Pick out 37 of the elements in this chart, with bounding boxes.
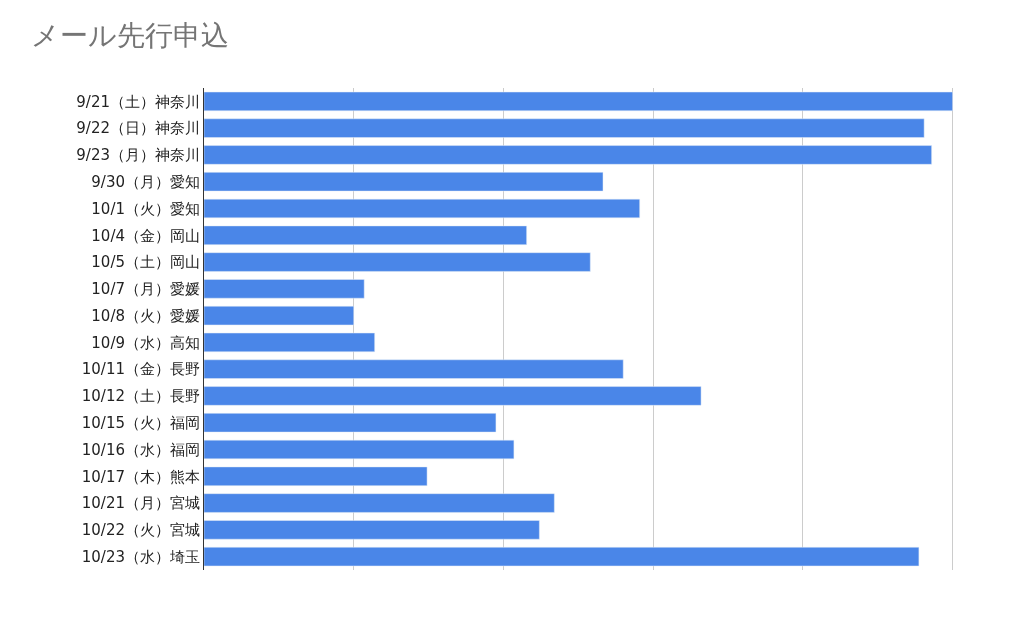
bar bbox=[204, 546, 920, 567]
y-tick-label: 9/23（月）神奈川 bbox=[76, 146, 200, 165]
bar bbox=[204, 252, 591, 272]
y-tick-label: 10/11（金）長野 bbox=[81, 360, 200, 379]
y-tick-label: 10/22（火）宮城 bbox=[81, 521, 200, 540]
bar bbox=[204, 91, 953, 112]
chart-title: メール先行申込 bbox=[30, 18, 229, 52]
bar bbox=[204, 279, 365, 299]
y-tick-label: 10/5（土）岡山 bbox=[91, 253, 200, 272]
bar bbox=[204, 118, 925, 138]
bar bbox=[204, 198, 640, 219]
y-tick-label: 10/17（木）熊本 bbox=[81, 467, 200, 486]
bar bbox=[204, 439, 515, 460]
bar bbox=[204, 493, 555, 513]
bar bbox=[204, 520, 540, 540]
y-tick-label: 10/21（月）宮城 bbox=[81, 494, 200, 513]
y-tick-label: 9/22（日）神奈川 bbox=[76, 119, 200, 138]
bar bbox=[204, 386, 702, 406]
y-tick-label: 9/21（土）神奈川 bbox=[76, 92, 200, 111]
y-tick-label: 10/12（土）長野 bbox=[81, 387, 200, 406]
bar bbox=[204, 332, 375, 353]
y-tick-label: 10/7（月）愛媛 bbox=[91, 280, 200, 299]
bar bbox=[204, 466, 428, 486]
bar bbox=[204, 305, 354, 326]
y-tick-label: 10/4（金）岡山 bbox=[91, 226, 200, 245]
y-tick-label: 10/1（火）愛知 bbox=[91, 199, 200, 218]
bar bbox=[204, 225, 527, 245]
y-tick-label: 10/15（火）福岡 bbox=[81, 413, 200, 432]
y-tick-label: 9/30（月）愛知 bbox=[91, 172, 200, 191]
bar bbox=[204, 413, 497, 433]
y-tick-label: 10/9（水）高知 bbox=[91, 333, 200, 352]
y-tick-label: 10/23（水）埼玉 bbox=[81, 547, 200, 566]
y-tick-label: 10/8（火）愛媛 bbox=[91, 306, 200, 325]
bar bbox=[204, 145, 932, 165]
bar bbox=[204, 172, 604, 192]
bar bbox=[204, 359, 624, 379]
y-tick-label: 10/16（水）福岡 bbox=[81, 440, 200, 459]
